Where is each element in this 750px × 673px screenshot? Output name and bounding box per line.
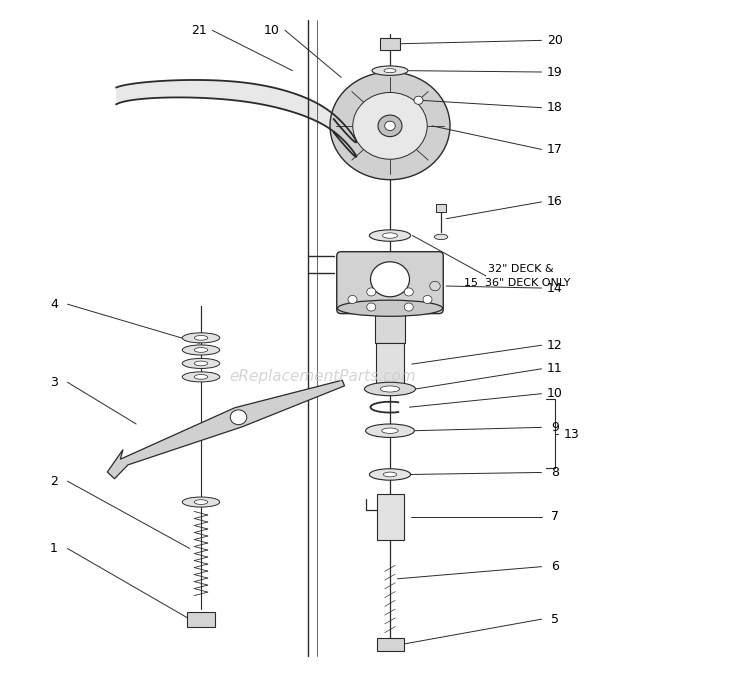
Circle shape [370, 262, 410, 297]
Text: eReplacementParts.com: eReplacementParts.com [230, 369, 416, 384]
Text: 19: 19 [547, 65, 562, 79]
Polygon shape [116, 80, 356, 157]
Text: 10: 10 [263, 24, 280, 37]
Text: 12: 12 [547, 339, 562, 352]
Text: 10: 10 [547, 387, 563, 400]
Text: 7: 7 [551, 510, 559, 524]
Text: 21: 21 [190, 24, 206, 37]
Ellipse shape [383, 472, 397, 476]
Circle shape [330, 72, 450, 180]
Ellipse shape [182, 358, 220, 369]
Circle shape [230, 410, 247, 425]
Circle shape [385, 121, 395, 131]
Text: 2: 2 [50, 474, 58, 488]
FancyBboxPatch shape [376, 638, 404, 651]
Text: 13: 13 [564, 427, 579, 441]
FancyBboxPatch shape [436, 204, 446, 212]
FancyBboxPatch shape [380, 38, 400, 50]
Text: 16: 16 [547, 195, 562, 209]
Ellipse shape [194, 361, 208, 366]
Ellipse shape [194, 336, 208, 341]
Ellipse shape [384, 69, 396, 73]
Circle shape [404, 288, 413, 296]
Circle shape [378, 115, 402, 137]
Ellipse shape [182, 371, 220, 382]
Circle shape [414, 96, 423, 104]
Text: 3: 3 [50, 376, 58, 389]
FancyBboxPatch shape [376, 494, 404, 540]
Ellipse shape [369, 230, 411, 242]
Text: 11: 11 [547, 362, 562, 376]
FancyBboxPatch shape [337, 252, 443, 314]
Ellipse shape [194, 499, 208, 505]
FancyBboxPatch shape [375, 310, 405, 343]
Ellipse shape [434, 234, 448, 240]
Circle shape [348, 295, 357, 304]
FancyBboxPatch shape [187, 612, 215, 627]
Ellipse shape [182, 333, 220, 343]
Ellipse shape [338, 300, 442, 316]
Circle shape [430, 281, 440, 291]
Ellipse shape [382, 233, 398, 238]
Circle shape [404, 303, 413, 311]
Circle shape [367, 303, 376, 311]
Ellipse shape [372, 66, 408, 75]
FancyBboxPatch shape [376, 343, 404, 385]
Text: 18: 18 [547, 101, 563, 114]
Ellipse shape [194, 348, 208, 353]
Ellipse shape [369, 469, 411, 481]
Ellipse shape [182, 345, 220, 355]
Circle shape [367, 288, 376, 296]
Text: 15  36" DECK ONLY: 15 36" DECK ONLY [464, 278, 570, 287]
Text: 5: 5 [551, 612, 559, 626]
Text: 1: 1 [50, 542, 58, 555]
Text: 14: 14 [547, 281, 562, 295]
Ellipse shape [366, 424, 414, 437]
Ellipse shape [382, 428, 398, 433]
Ellipse shape [380, 386, 400, 392]
Polygon shape [107, 380, 344, 479]
Ellipse shape [182, 497, 220, 507]
Text: 17: 17 [547, 143, 563, 156]
Ellipse shape [364, 382, 416, 396]
Text: 4: 4 [50, 297, 58, 311]
Text: 6: 6 [551, 560, 559, 573]
Text: 32" DECK &: 32" DECK & [488, 264, 553, 274]
Ellipse shape [194, 374, 208, 380]
Text: 9: 9 [551, 421, 559, 434]
Text: 20: 20 [547, 34, 563, 47]
Circle shape [423, 295, 432, 304]
Text: 8: 8 [551, 466, 559, 479]
Circle shape [352, 92, 428, 160]
